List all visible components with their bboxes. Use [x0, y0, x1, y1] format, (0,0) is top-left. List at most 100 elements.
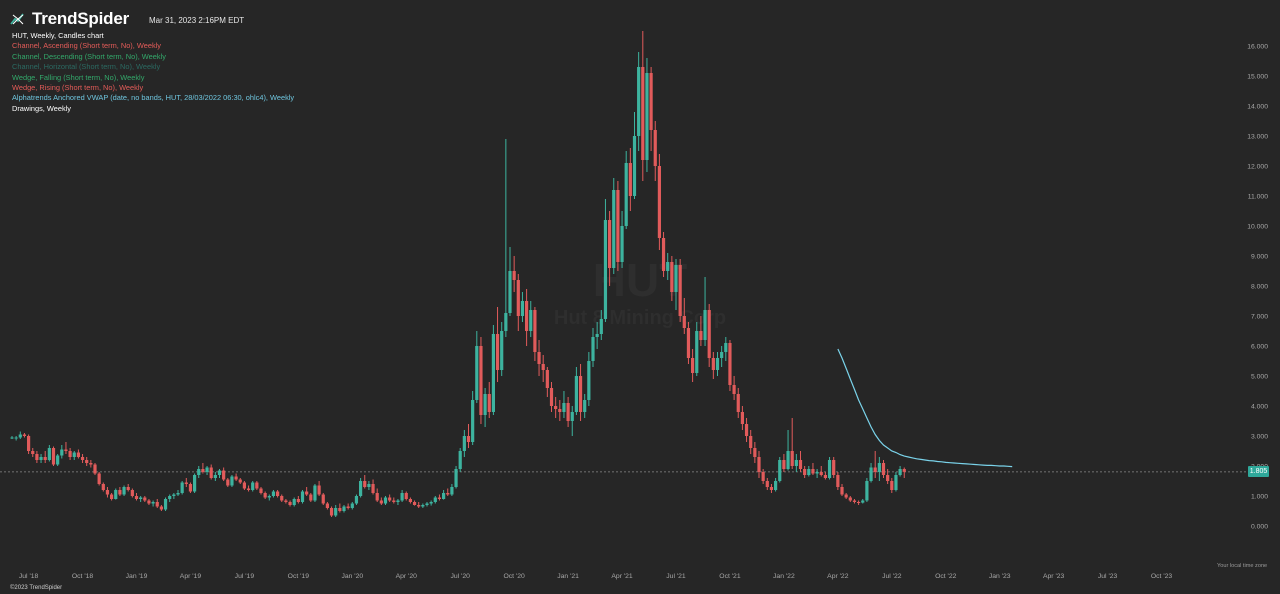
y-tick-label: 9.000 — [1251, 254, 1268, 261]
candle — [786, 430, 790, 471]
candle — [798, 451, 803, 472]
candle — [363, 475, 367, 489]
indicator-label[interactable]: Drawings, Weekly — [12, 103, 72, 113]
candle — [288, 500, 292, 507]
indicator-label[interactable]: Channel, Descending (Short term, No), We… — [12, 51, 166, 61]
candle — [172, 493, 176, 499]
candle — [728, 340, 732, 391]
candle — [309, 493, 313, 502]
indicator-label[interactable]: Channel, Horizontal (Short term, No), We… — [12, 62, 161, 72]
candle — [334, 505, 338, 517]
candle — [790, 418, 794, 469]
x-tick-label: Jul '23 — [1098, 573, 1118, 580]
candle — [902, 467, 906, 478]
candle — [852, 499, 857, 504]
trendspider-logo-icon — [10, 13, 24, 25]
candle — [209, 464, 213, 480]
candle — [624, 151, 628, 229]
candle — [72, 451, 76, 460]
x-tick-label: Jan '21 — [557, 573, 579, 580]
candle — [305, 487, 309, 496]
candle — [176, 490, 180, 496]
candle — [541, 355, 545, 382]
y-tick-label: 15.000 — [1247, 74, 1268, 81]
x-tick-label: Jul '18 — [19, 573, 39, 580]
candle — [612, 178, 616, 274]
candle — [408, 497, 412, 504]
candle — [645, 58, 649, 172]
candle — [608, 211, 612, 286]
candle — [703, 277, 707, 346]
candle — [736, 388, 740, 418]
timezone-note[interactable]: Your local time zone — [1217, 563, 1268, 569]
candle — [578, 364, 583, 421]
candle — [508, 247, 512, 316]
candle — [599, 310, 603, 340]
indicator-label[interactable]: Wedge, Falling (Short term, No), Weekly — [12, 72, 145, 82]
copyright-footer: ©2023 TrendSpider — [10, 585, 63, 591]
candle — [500, 322, 504, 376]
candle — [338, 503, 342, 513]
candle — [587, 352, 591, 406]
candle — [670, 256, 674, 301]
candle — [566, 397, 570, 427]
candle — [251, 481, 255, 492]
candle — [483, 388, 487, 427]
candle — [114, 488, 118, 500]
candle — [379, 497, 383, 505]
candle — [549, 382, 554, 412]
y-tick-label: 5.000 — [1251, 374, 1268, 381]
y-tick-label: 16.000 — [1247, 44, 1268, 51]
candle — [367, 481, 371, 490]
candle — [354, 494, 359, 505]
candle — [329, 506, 334, 517]
x-tick-label: Jan '23 — [989, 573, 1011, 580]
candle — [591, 328, 595, 367]
time-axis[interactable]: Jul '18 Oct '18 Jan '19 Apr '19 Jul '19 Oct '… — [19, 573, 1173, 580]
candle — [641, 31, 645, 181]
candle — [512, 256, 516, 292]
candle — [674, 259, 678, 310]
candle — [458, 448, 462, 472]
candle — [271, 490, 276, 498]
candle — [537, 340, 541, 376]
candle — [433, 496, 437, 504]
candle — [388, 494, 392, 502]
candle — [545, 367, 549, 397]
candle — [442, 490, 446, 500]
candle — [321, 493, 325, 505]
candle — [570, 406, 574, 436]
candle — [495, 307, 500, 382]
candle — [720, 346, 724, 367]
candle — [873, 451, 877, 478]
x-tick-label: Oct '22 — [935, 573, 957, 580]
candle — [815, 469, 819, 478]
indicator-label[interactable]: Alphatrends Anchored VWAP (date, no band… — [12, 93, 295, 103]
candle — [267, 494, 271, 501]
x-tick-label: Apr '23 — [1043, 573, 1065, 580]
y-tick-label: 12.000 — [1247, 164, 1268, 171]
candle — [404, 491, 408, 501]
candle — [525, 289, 529, 346]
candle — [890, 478, 894, 493]
candle — [437, 494, 442, 501]
indicator-label[interactable]: Channel, Ascending (Short term, No), Wee… — [12, 41, 161, 51]
candle — [284, 499, 288, 504]
chart-title[interactable]: HUT, Weekly, Candles chart — [12, 31, 104, 40]
candle — [89, 460, 93, 468]
candle — [516, 274, 520, 331]
candle — [425, 502, 429, 507]
candle — [184, 478, 188, 487]
price-axis[interactable]: 0.0001.0002.0003.0004.0005.0006.0007.000… — [1247, 44, 1268, 531]
candle — [823, 472, 827, 480]
candle — [749, 430, 753, 454]
y-tick-label: 11.000 — [1248, 194, 1269, 201]
indicator-label[interactable]: Wedge, Rising (Short term, No), Weekly — [12, 83, 144, 93]
candle — [707, 304, 711, 367]
candle — [101, 482, 105, 492]
candle — [666, 253, 670, 280]
candle — [446, 488, 450, 496]
x-tick-label: Apr '19 — [180, 573, 202, 580]
candle — [782, 454, 786, 472]
